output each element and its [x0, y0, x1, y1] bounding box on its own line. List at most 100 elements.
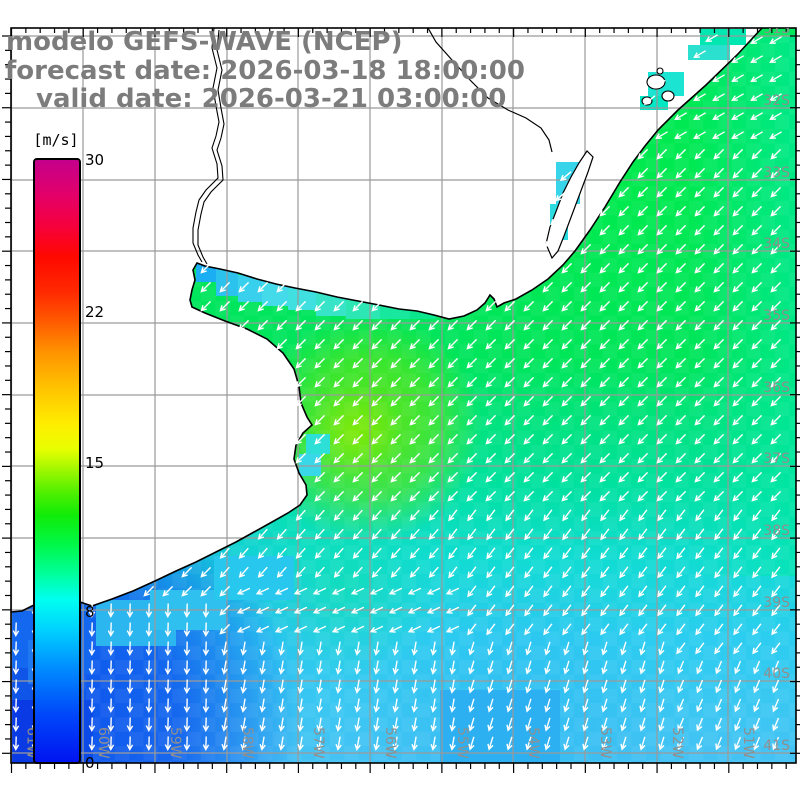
wind-arrow: [561, 452, 573, 464]
wind-arrow: [350, 606, 365, 614]
wind-arrow: [505, 547, 515, 560]
wind-arrow: [599, 433, 611, 445]
wind-arrow: [331, 606, 346, 614]
wind-arrow: [445, 625, 460, 633]
wind-arrow: [333, 528, 344, 540]
wind-arrow: [563, 736, 570, 751]
wind-arrow: [677, 736, 685, 751]
wind-arrow: [392, 736, 399, 751]
wind-arrow: [656, 224, 668, 236]
wind-arrow: [600, 604, 610, 617]
wind-arrow: [695, 566, 705, 579]
wind-arrow: [713, 281, 725, 293]
wind-arrow: [599, 452, 611, 464]
wind-arrow: [543, 528, 553, 541]
wind-arrow: [637, 319, 649, 331]
wind-arrow: [333, 357, 345, 369]
wind-arrow: [278, 641, 285, 656]
wind-arrow: [295, 452, 307, 464]
wind-arrow: [639, 660, 646, 675]
wind-arrow: [731, 74, 744, 83]
wind-arrow: [543, 585, 553, 598]
wind-arrow: [753, 717, 761, 732]
wind-arrow: [371, 547, 382, 559]
wind-arrow: [601, 736, 608, 751]
lat-label: 37S: [763, 451, 790, 467]
wind-arrow: [504, 471, 516, 483]
wind-arrow: [240, 641, 247, 656]
wind-arrow: [504, 319, 516, 331]
wind-arrow: [523, 452, 535, 464]
wind-arrow: [562, 623, 572, 636]
lat-label: 35S: [763, 308, 790, 324]
wind-arrow: [312, 625, 327, 633]
wind-arrow: [486, 604, 496, 617]
wind-arrow: [772, 660, 780, 675]
wind-arrow: [581, 566, 591, 579]
wind-arrow: [221, 698, 228, 713]
map-title: modelo GEFS-WAVE (NCEP): [6, 27, 403, 57]
wind-arrow: [316, 736, 323, 751]
wind-arrow: [409, 566, 420, 578]
wind-arrow: [618, 452, 630, 464]
wind-arrow: [751, 148, 763, 160]
wind-arrow: [371, 433, 383, 445]
wind-arrow: [126, 603, 134, 618]
wind-arrow: [753, 660, 761, 675]
wind-arrow: [12, 641, 20, 656]
wind-arrow: [468, 717, 475, 732]
wind-arrow: [713, 300, 725, 312]
wind-arrow: [713, 376, 725, 388]
wind-arrow: [523, 414, 535, 426]
wind-arrow: [371, 395, 383, 407]
lat-label: 33S: [763, 165, 790, 181]
wind-arrow: [637, 395, 649, 407]
wind-arrow: [390, 547, 401, 559]
wind-arrow: [467, 604, 477, 617]
wind-arrow: [618, 471, 630, 483]
wind-arrow: [750, 93, 763, 102]
wind-arrow: [524, 585, 534, 598]
wind-arrow: [656, 319, 668, 331]
wind-arrow: [371, 471, 383, 483]
wind-arrow: [485, 471, 497, 483]
wind-arrow: [769, 93, 782, 102]
wind-arrow: [352, 509, 363, 521]
wind-arrow: [753, 679, 761, 694]
lon-label: 59W: [167, 727, 183, 759]
wind-arrow: [676, 642, 686, 655]
wind-arrow: [542, 300, 554, 312]
wind-arrow: [485, 395, 497, 407]
wind-arrow: [601, 641, 608, 656]
wind-arrow: [373, 679, 380, 694]
wind-arrow: [467, 566, 477, 579]
graticule: [11, 28, 796, 763]
wind-arrow: [468, 736, 475, 751]
wind-arrow: [88, 641, 96, 656]
wind-arrow: [618, 262, 630, 274]
wind-arrow: [713, 414, 725, 426]
wind-arrow: [714, 604, 724, 617]
wind-arrow: [599, 205, 611, 217]
wind-arrow: [487, 736, 494, 751]
wind-arrow: [369, 587, 384, 595]
wind-arrow: [428, 357, 440, 369]
wind-arrow: [428, 319, 440, 331]
wind-arrow: [428, 547, 439, 559]
wind-arrow: [278, 717, 285, 732]
wind-arrow: [770, 376, 782, 388]
wind-arrow: [447, 319, 459, 331]
wind-arrow: [369, 606, 384, 614]
wind-arrow: [600, 585, 610, 598]
wind-arrow: [600, 623, 610, 636]
wind-arrow: [411, 641, 418, 656]
wind-arrow: [504, 414, 516, 426]
wind-arrow: [732, 281, 744, 293]
wind-arrow: [276, 547, 287, 559]
wind-arrow: [466, 471, 478, 483]
wind-arrow: [426, 606, 441, 614]
wind-arrow: [619, 585, 629, 598]
wind-arrow: [525, 660, 532, 675]
wind-arrow: [712, 131, 725, 140]
wind-arrow: [295, 509, 306, 521]
